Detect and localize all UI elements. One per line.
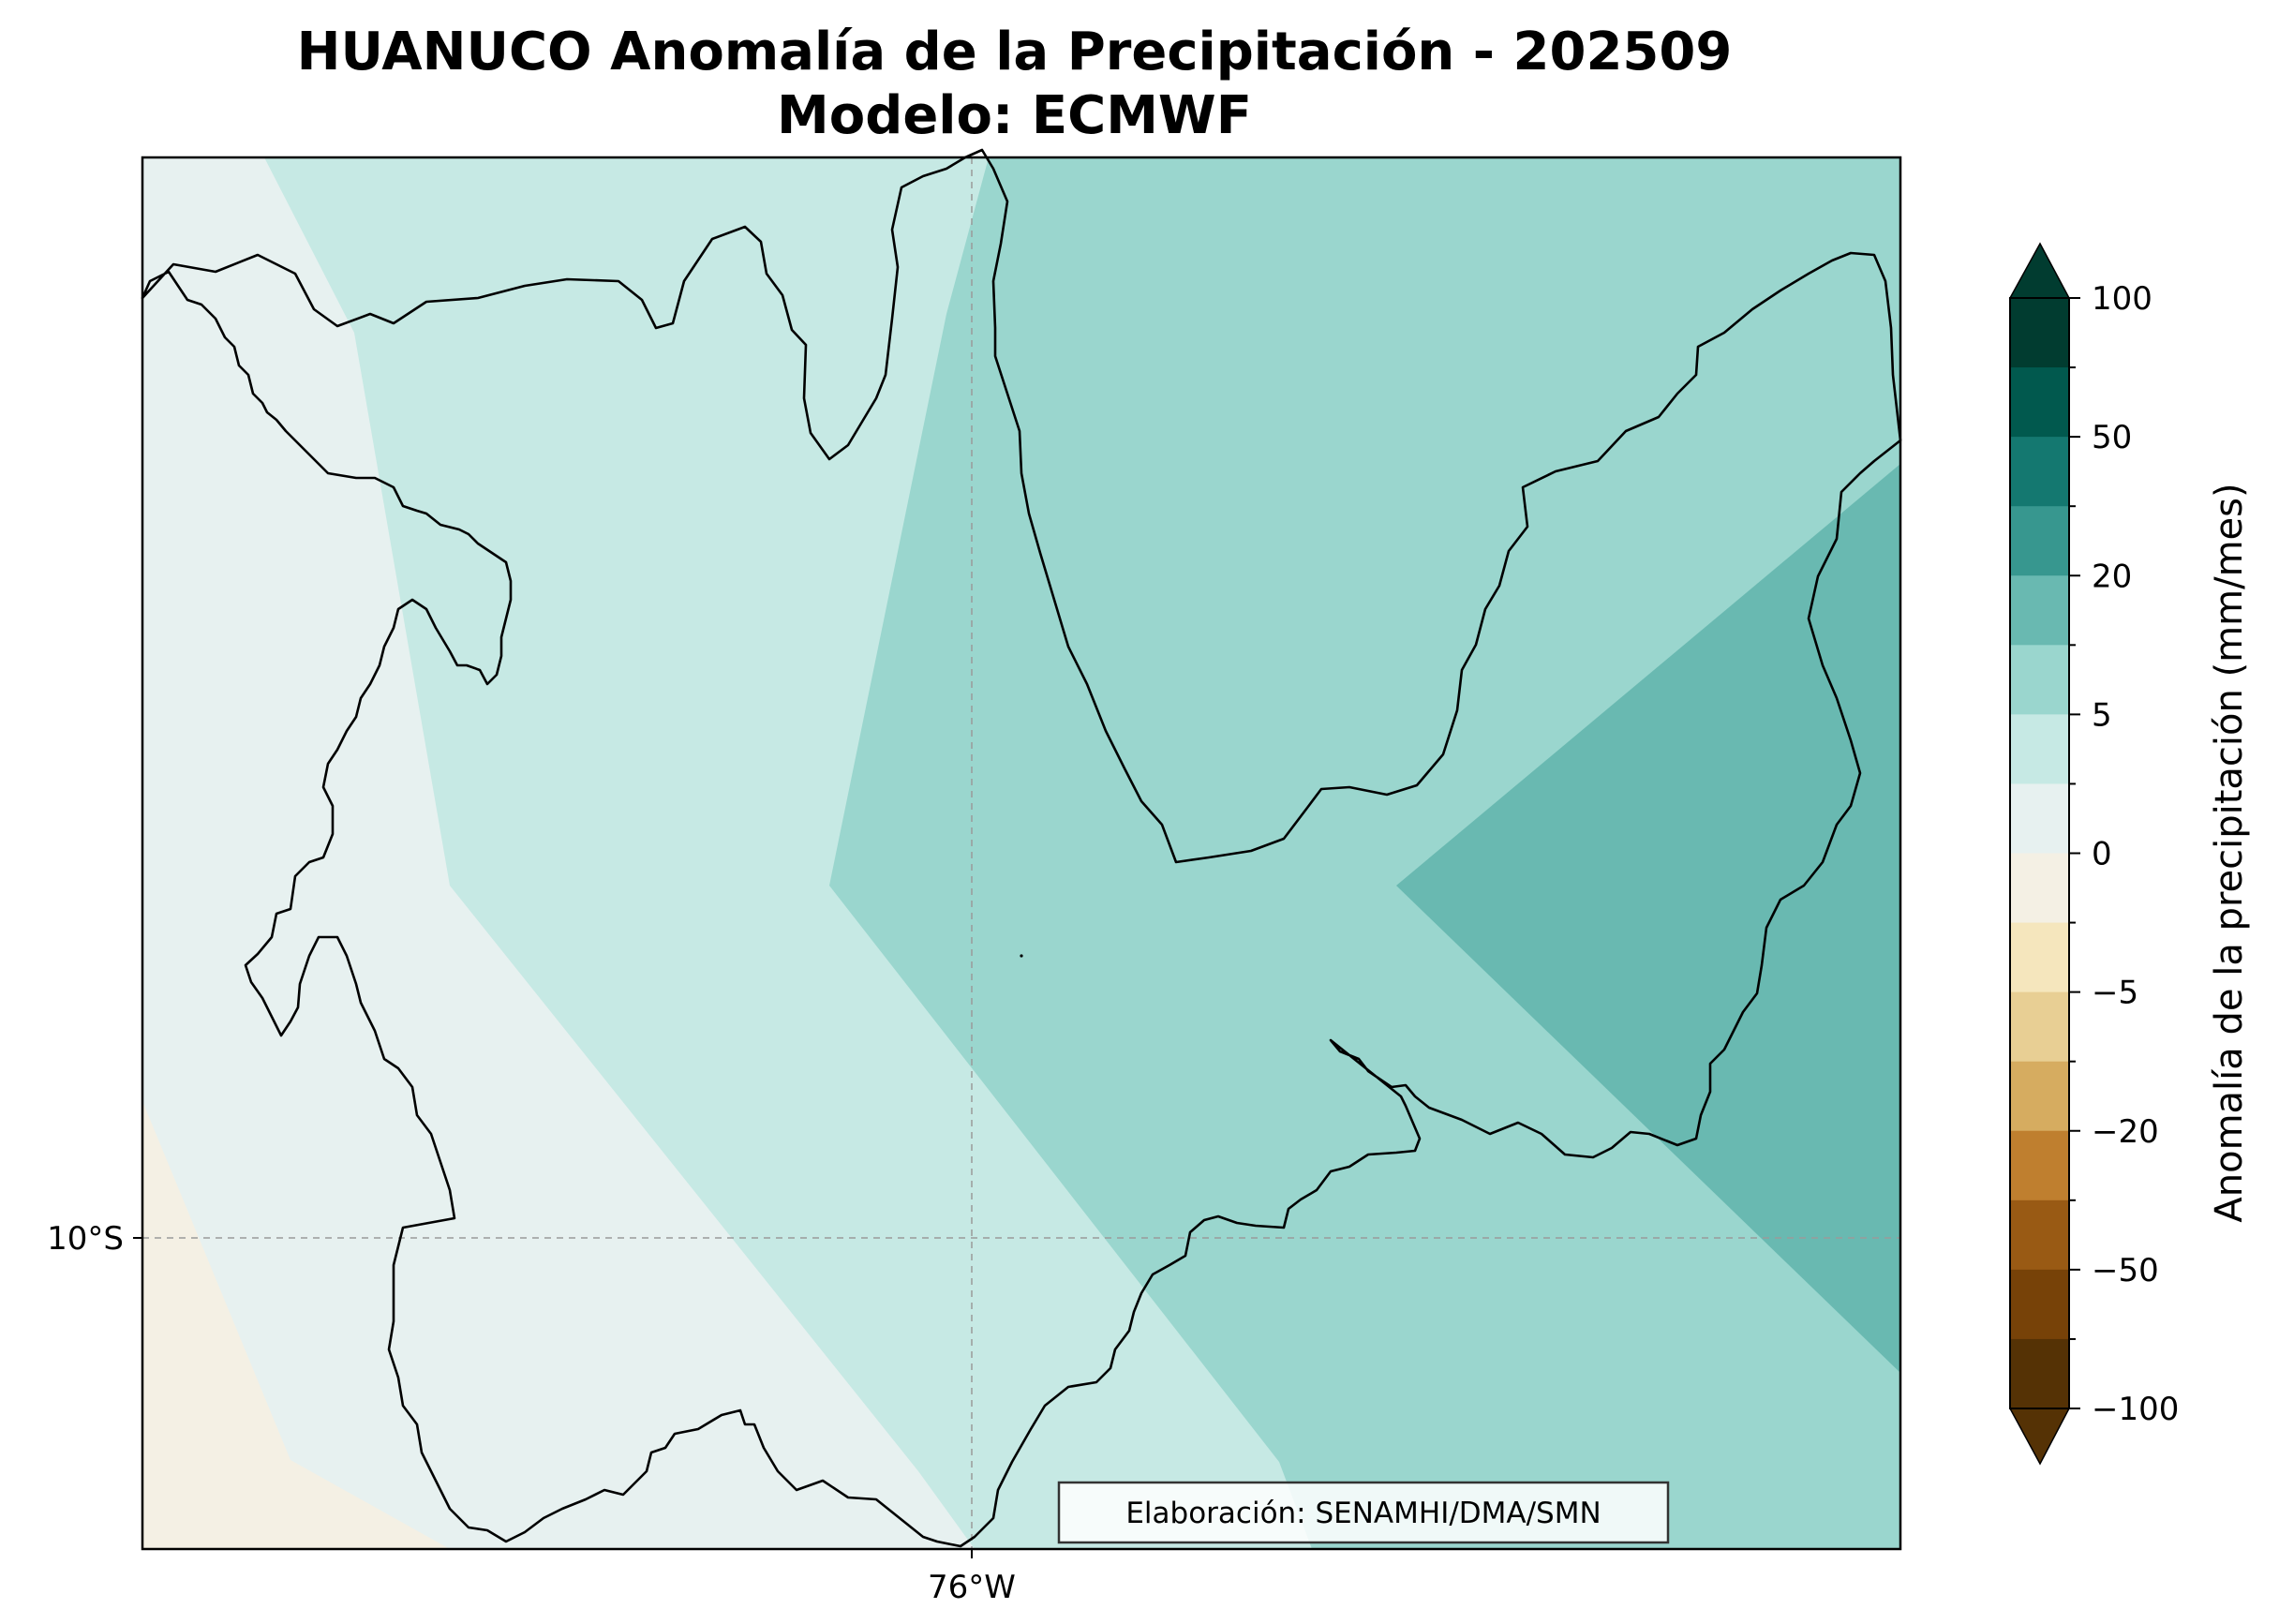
map-dot [1020, 954, 1023, 958]
colorbar-segment [2010, 1199, 2069, 1271]
map-frame [141, 156, 1902, 1551]
credit-text: Elaboración: SENAMHI/DMA/SMN [1125, 1497, 1601, 1530]
colorbar-segment [2010, 298, 2069, 368]
credit-box [1057, 1481, 1670, 1544]
colorbar-tick-label: −5 [2092, 975, 2138, 1012]
lon-label: 76°W [928, 1569, 1016, 1606]
region-boundary [141, 148, 1902, 1548]
colorbar-tick-label: 50 [2092, 419, 2132, 456]
colorbar-label: Anomalía de la precipitación (mm/mes) [2208, 483, 2251, 1222]
lat-label: 10°S [47, 1220, 124, 1258]
colorbar-segment [2010, 506, 2069, 576]
colorbar-tick-label: 0 [2092, 836, 2112, 873]
colorbar-extend-top [2008, 242, 2071, 299]
colorbar-segment [2010, 783, 2069, 854]
colorbar-tick-label: −50 [2092, 1252, 2159, 1289]
colorbar-segment [2010, 437, 2069, 507]
colorbar-tick-label: −100 [2092, 1391, 2179, 1428]
colorbar-segment [2010, 367, 2069, 438]
colorbar-tick-label: 5 [2092, 696, 2112, 734]
colorbar-segment [2010, 645, 2069, 715]
map-title: HUANUCO Anomalía de la Precipitación - 2… [94, 21, 1935, 148]
colorbar-segment [2010, 1269, 2069, 1340]
colorbar-segment [2010, 922, 2069, 993]
colorbar-segment [2010, 1130, 2069, 1201]
colorbar-segment [2010, 575, 2069, 646]
colorbar-segment [2010, 853, 2069, 924]
colorbar-tick-label: 100 [2092, 280, 2152, 318]
zone-light-brown [142, 1101, 450, 1549]
colorbar-segments [2010, 298, 2069, 1409]
map-title-line1: HUANUCO Anomalía de la Precipitación - 2… [296, 22, 1733, 82]
colorbar-extend-bottom [2008, 1408, 2071, 1466]
colorbar-segment [2010, 714, 2069, 784]
anomaly-fill [142, 157, 1900, 1549]
colorbar-segment [2010, 991, 2069, 1063]
zone-teal [1396, 464, 1900, 1373]
colorbar-segment [2010, 1338, 2069, 1409]
zone-mid-teal [829, 157, 1900, 1549]
colorbar-segment [2010, 1061, 2069, 1132]
colorbar-tick-label: 20 [2092, 558, 2132, 595]
map-title-line2: Modelo: ECMWF [777, 85, 1252, 146]
colorbar-tick-label: −20 [2092, 1113, 2159, 1151]
